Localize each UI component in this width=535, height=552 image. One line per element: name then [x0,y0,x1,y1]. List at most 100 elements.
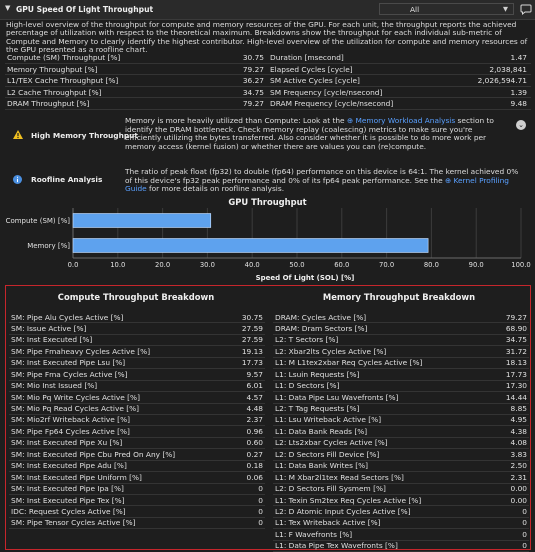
table-row: L1/TEX Cache Throughput [%] 36.27 [5,75,268,87]
metric-value: 0.00 [510,495,527,505]
x-tick-label: 30.0 [200,261,215,269]
table-row: L1: Data Bank Writes [%] 2.50 [273,461,529,473]
metric-name: L1: Data Pipe Tex Wavefronts [%] [275,541,398,551]
table-row: L1: M Xbar2l1tex Read Sectors [%] 2.31 [273,472,529,484]
table-row: SM: Mio Pq Read Cycles Active [%] 4.48 [9,404,265,415]
table-row: SM Active Cycles [cycle] 2,026,594.71 [268,75,531,87]
metric-value: 2,026,594.71 [477,76,527,85]
table-row: L2: Xbar2lts Cycles Active [%] 31.72 [273,346,529,358]
x-tick-label: 0.0 [68,261,79,269]
metric-name: SM: Inst Executed Pipe Lsu [%] [11,358,126,368]
table-row: SM: Mio Pq Write Cycles Active [%] 4.57 [9,392,265,404]
table-row: SM: Inst Executed Pipe Adu [%] 0.18 [9,461,265,473]
rule-text: Memory is more heavily utilized than Com… [125,116,499,151]
table-row: L2: Lts2xbar Cycles Active [%] 4.08 [273,438,529,450]
metric-value: 2.37 [246,415,263,425]
table-row: SM: Inst Executed Pipe Uniform [%] 0.06 [9,472,265,484]
table-row: SM: Pipe Fma Cycles Active [%] 9.57 [9,369,265,381]
metric-name: SM: Inst Executed Pipe Tex [%] [11,495,125,505]
table-row: SM: Mio Inst Issued [%] 6.01 [9,381,265,393]
table-row: Compute (SM) Throughput [%] 30.75 [5,52,268,64]
metric-value: 0 [258,506,263,516]
table-row: SM Frequency [cycle/nsecond] 1.39 [268,87,531,98]
metric-value: 0.06 [246,472,263,482]
metric-name: SM: Pipe Fp64 Cycles Active [%] [11,426,130,436]
metric-name: L1: Tex Writeback Active [%] [275,518,381,528]
section-header[interactable]: ▼ GPU Speed Of Light Throughput All ▼ [0,0,535,20]
rule-roofline-analysis: Roofline Analysis The ratio of peak floa… [5,167,530,193]
table-row: SM: Inst Executed [%] 27.59 [9,335,265,347]
metric-name: L2: D Sectors Fill Sysmem [%] [275,484,386,494]
metric-value: 2.31 [510,472,527,482]
table-row: SM: Pipe Fmaheavy Cycles Active [%] 19.13 [9,346,265,358]
table-row: SM: Pipe Fp64 Cycles Active [%] 0.96 [9,426,265,438]
metric-name: SM: Mio Inst Issued [%] [11,381,98,391]
table-row: L1: Data Pipe Tex Wavefronts [%] 0 [273,541,529,552]
metric-value: 68.90 [505,323,527,333]
metric-name: IDC: Request Cycles Active [%] [11,506,126,516]
metric-value: 34.75 [242,87,264,97]
table-row: L1: F Wavefronts [%] 0 [273,529,529,541]
table-row: DRAM: Dram Sectors [%] 68.90 [273,323,529,335]
table-row: SM: Issue Active [%] 27.59 [9,323,265,335]
x-tick-label: 20.0 [155,261,170,269]
metric-name: L1: Texin Sm2tex Req Cycles Active [%] [275,495,422,505]
metric-name: SM: Inst Executed Pipe Adu [%] [11,461,127,471]
table-row: SM: Pipe Tensor Cycles Active [%] 0 [9,518,265,530]
x-tick-label: 70.0 [379,261,394,269]
metric-name: DRAM: Dram Sectors [%] [275,323,368,333]
metric-name: DRAM Throughput [%] [7,99,90,108]
x-tick-label: 100.0 [511,261,530,269]
metric-name: L2: D Atomic Input Cycles Active [%] [275,506,411,516]
metric-name: SM Active Cycles [cycle] [270,76,360,85]
metric-name: L1: Data Bank Writes [%] [275,461,369,471]
chevron-down-icon: ▼ [503,5,508,13]
metric-value: 0.00 [510,484,527,494]
metric-value: 0 [522,529,527,539]
metric-name: L1: Data Pipe Lsu Wavefronts [%] [275,392,399,402]
metric-name: L1: Lsuin Requests [%] [275,369,360,379]
metric-name: L2: D Sectors Fill Device [%] [275,449,380,459]
metric-name: L1: M L1tex2xbar Req Cycles Active [%] [275,358,423,368]
metric-filter-dropdown[interactable]: All ▼ [379,3,514,15]
metric-name: L1: D Sectors [%] [275,381,340,391]
table-row: L2 Cache Throughput [%] 34.75 [5,87,268,98]
table-row: L1: D Sectors [%] 17.30 [273,381,529,393]
table-row: SM: Inst Executed Pipe Cbu Pred On Any [… [9,449,265,461]
table-row: L2: D Atomic Input Cycles Active [%] 0 [273,506,529,518]
metric-value: 79.27 [242,99,264,108]
metric-name: L1/TEX Cache Throughput [%] [7,76,119,85]
memory-breakdown-title: Memory Throughput Breakdown [322,292,476,302]
metric-name: Memory Throughput [%] [7,64,98,74]
metric-name: SM: Pipe Alu Cycles Active [%] [11,312,124,322]
metric-value: 36.27 [242,76,264,85]
memory-workload-analysis-link[interactable]: ⊕ Memory Workload Analysis [347,116,455,125]
metrics-left-column: Compute (SM) Throughput [%] 30.75 Memory T… [5,52,268,110]
table-row: L1: Texin Sm2tex Req Cycles Active [%] 0.… [273,495,529,507]
link-label: Kernel Profiling Guide [125,175,509,194]
table-row: Elapsed Cycles [cycle] 2,038,841 [268,64,531,75]
metric-name: DRAM: Cycles Active [%] [275,312,367,322]
kernel-profiling-guide-link[interactable]: ⊕ Kernel Profiling Guide [125,176,509,194]
x-tick-label: 90.0 [469,261,484,269]
metric-name: SM: Inst Executed Pipe Uniform [%] [11,472,142,482]
metric-value: 0 [258,518,263,528]
throughput-breakdown-panel: Compute Throughput Breakdown Memory Thro… [5,285,531,552]
metric-value: 4.08 [510,438,527,448]
metric-value: 3.83 [510,449,527,459]
table-row: L1: Data Bank Reads [%] 4.38 [273,426,529,438]
metric-value: 0 [522,506,527,516]
metric-value: 1.47 [510,53,527,62]
section-title: GPU Speed Of Light Throughput [16,5,154,14]
metric-value: 17.73 [241,358,263,368]
collapse-rule-button[interactable]: ⌄ [516,120,526,130]
metric-name: L2: T Sectors [%] [275,335,339,345]
section-description: High-level overview of the throughput fo… [6,20,528,55]
metric-name: SM: Pipe Fma Cycles Active [%] [11,369,128,379]
table-row: Duration [msecond] 1.47 [268,52,531,64]
comment-icon[interactable] [520,3,532,15]
metric-name: SM: Inst Executed Pipe Ipa [%] [11,484,124,494]
collapse-arrow-icon[interactable]: ▼ [5,4,11,12]
table-row: DRAM: Cycles Active [%] 79.27 [273,312,529,324]
y-category-label: Memory [%] [27,242,70,250]
